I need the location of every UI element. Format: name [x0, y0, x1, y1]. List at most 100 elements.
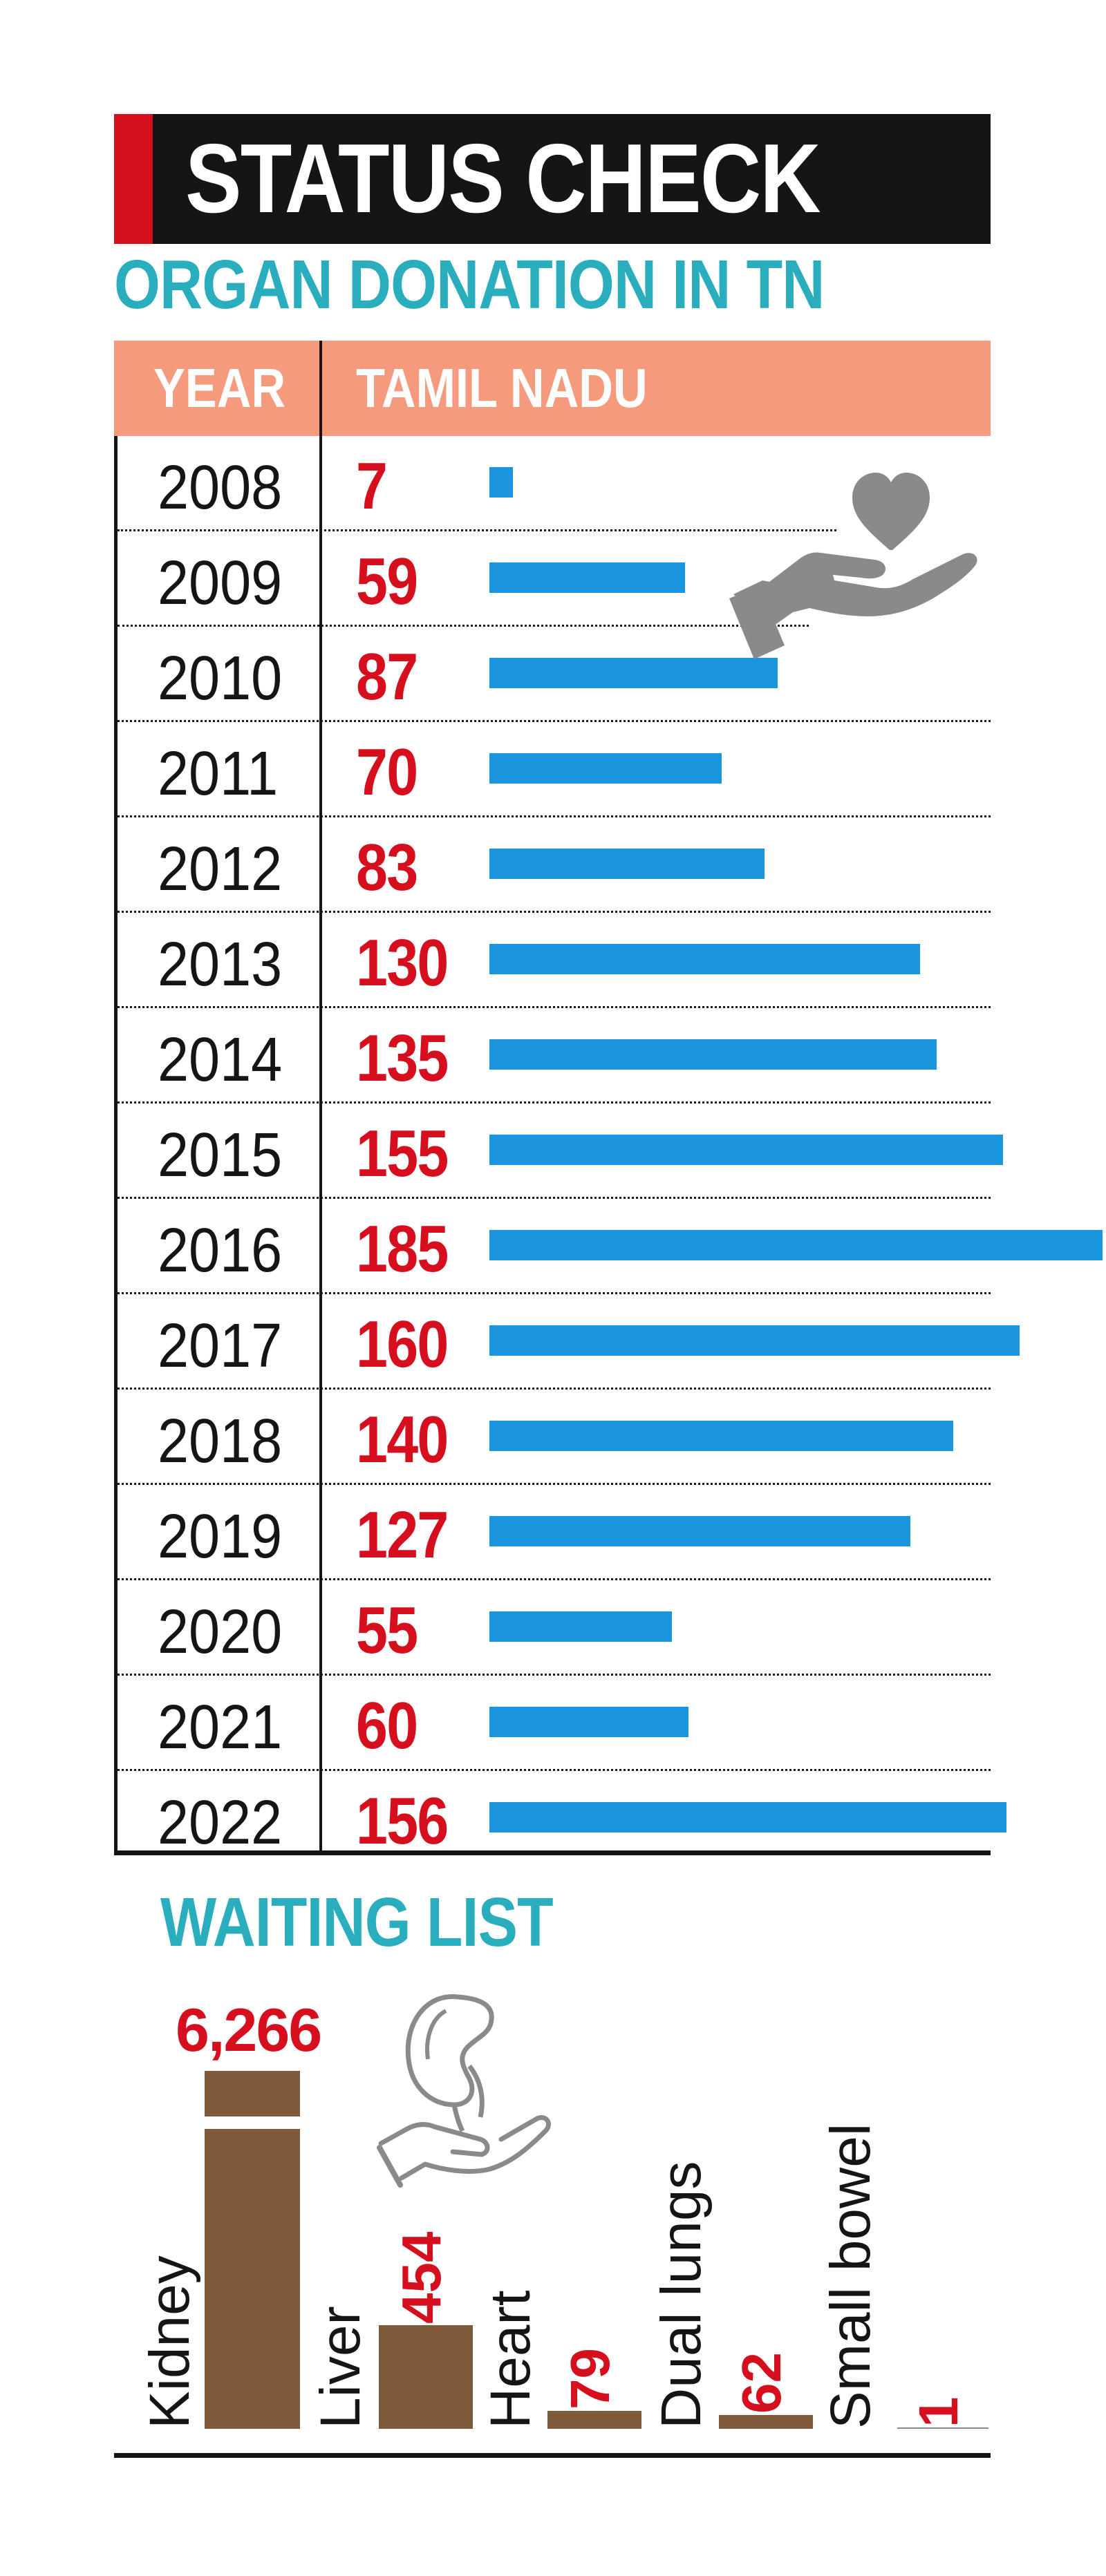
- table-row: 2013 130: [118, 913, 991, 1008]
- donation-value-label: 135: [356, 1021, 449, 1095]
- row-separator: [118, 1101, 991, 1104]
- donation-value-label: 83: [356, 831, 418, 905]
- donation-bar: [489, 1325, 1020, 1356]
- small-bowel-value-label: 1: [908, 2396, 969, 2428]
- year-label: 2015: [158, 1121, 283, 1190]
- donation-value-label: 130: [356, 926, 449, 1000]
- year-label: 2022: [158, 1788, 283, 1857]
- heart-in-hand-icon: [729, 473, 977, 659]
- table-header-band: [114, 341, 991, 436]
- small-bowel-category-label: Small bowel: [819, 2123, 882, 2429]
- year-label: 2018: [158, 1407, 283, 1476]
- table-row: 2020 55: [118, 1580, 991, 1676]
- donation-value-label: 7: [356, 449, 388, 523]
- liver-bar: [379, 2325, 473, 2429]
- header-accent-stripe: [114, 114, 153, 244]
- donation-bar: [489, 1135, 1004, 1165]
- dual-lungs-value-label: 62: [731, 2351, 792, 2414]
- year-label: 2008: [158, 453, 283, 522]
- table-row: 2019 127: [118, 1485, 991, 1580]
- donation-bar: [489, 658, 778, 688]
- row-separator: [118, 529, 836, 531]
- table-row: 2022 156: [118, 1771, 1006, 1866]
- table-row: 2012 83: [118, 817, 991, 913]
- kidney-category-label: Kidney: [138, 2255, 201, 2429]
- table-row: 2015 155: [118, 1104, 1004, 1199]
- dual-lungs-category-label: Dual lungs: [650, 2161, 713, 2429]
- row-separator: [118, 1006, 991, 1008]
- year-label: 2014: [158, 1025, 283, 1095]
- table-row: 2018 140: [118, 1390, 991, 1485]
- table-row: 2021 60: [118, 1676, 991, 1771]
- year-column-header: YEAR: [153, 357, 286, 419]
- table-bottom-border: [114, 1850, 991, 1855]
- year-label: 2020: [158, 1598, 283, 1667]
- year-label: 2010: [158, 644, 283, 713]
- donation-bar: [489, 1707, 688, 1737]
- year-label: 2013: [158, 930, 283, 999]
- row-separator: [118, 1292, 991, 1294]
- kidney-in-hand-icon: [377, 1994, 551, 2188]
- axis-break-marker: [205, 2116, 300, 2129]
- heart-bar: [547, 2410, 641, 2429]
- year-label: 2011: [158, 739, 279, 808]
- kidney-bar: [205, 2071, 300, 2429]
- donation-value-label: 155: [356, 1117, 449, 1191]
- donation-bar: [489, 1802, 1006, 1832]
- donation-bar: [489, 1230, 1103, 1260]
- row-separator: [118, 1388, 991, 1390]
- donation-bar: [489, 753, 722, 784]
- liver-value-label: 454: [391, 2231, 452, 2324]
- row-separator: [118, 720, 991, 722]
- donation-value-label: 160: [356, 1307, 449, 1381]
- row-separator: [118, 625, 809, 627]
- row-separator: [118, 911, 991, 913]
- table-row: 2010 87: [118, 627, 991, 722]
- kidney-value-label: 6,266: [176, 1996, 322, 2064]
- donation-value-label: 70: [356, 735, 418, 809]
- row-separator: [118, 1674, 991, 1676]
- table-row: 2017 160: [118, 1294, 1020, 1390]
- donation-bar: [489, 562, 685, 593]
- year-label: 2017: [158, 1311, 283, 1381]
- header-bar: [114, 114, 991, 244]
- donation-value-label: 55: [356, 1593, 418, 1667]
- state-column-header: TAMIL NADU: [356, 357, 648, 419]
- year-label: 2019: [158, 1502, 283, 1571]
- liver-category-label: Liver: [309, 2306, 372, 2429]
- donation-value-label: 140: [356, 1403, 449, 1477]
- donation-bar: [489, 467, 513, 498]
- table-row: 2009 59: [118, 531, 991, 627]
- waiting-list-title: WAITING LIST: [160, 1884, 554, 1961]
- table-row: 2016 185: [118, 1199, 1103, 1294]
- year-label: 2016: [158, 1216, 283, 1285]
- donation-value-label: 185: [356, 1212, 449, 1286]
- waiting-list-baseline: [897, 2427, 988, 2429]
- table-row: 2011 70: [118, 722, 991, 817]
- page-title: STATUS CHECK: [185, 124, 821, 234]
- row-separator: [118, 1197, 991, 1199]
- donation-bar: [489, 849, 765, 879]
- dual-lungs-bar: [719, 2414, 813, 2429]
- row-separator: [118, 815, 991, 817]
- donation-value-label: 60: [356, 1689, 418, 1763]
- year-label: 2021: [158, 1693, 283, 1762]
- table-row: 2014 135: [118, 1008, 991, 1104]
- donation-value-label: 59: [356, 544, 418, 618]
- donation-value-label: 127: [356, 1498, 449, 1572]
- heart-category-label: Heart: [479, 2290, 542, 2429]
- donation-bar: [489, 1039, 937, 1070]
- donation-bar: [489, 1611, 672, 1642]
- row-separator: [118, 1769, 991, 1771]
- table-row: 2008 7: [118, 436, 991, 531]
- donation-value-label: 87: [356, 640, 418, 714]
- donation-value-label: 156: [356, 1784, 449, 1858]
- chart-subtitle: ORGAN DONATION IN TN: [114, 246, 825, 323]
- heart-value-label: 79: [559, 2347, 621, 2409]
- table-column-divider: [319, 341, 322, 1854]
- donation-bar: [489, 1421, 954, 1451]
- donation-bar: [489, 944, 921, 974]
- waiting-list-bottom-border: [114, 2453, 991, 2458]
- donation-bar: [489, 1516, 910, 1546]
- row-separator: [118, 1483, 991, 1485]
